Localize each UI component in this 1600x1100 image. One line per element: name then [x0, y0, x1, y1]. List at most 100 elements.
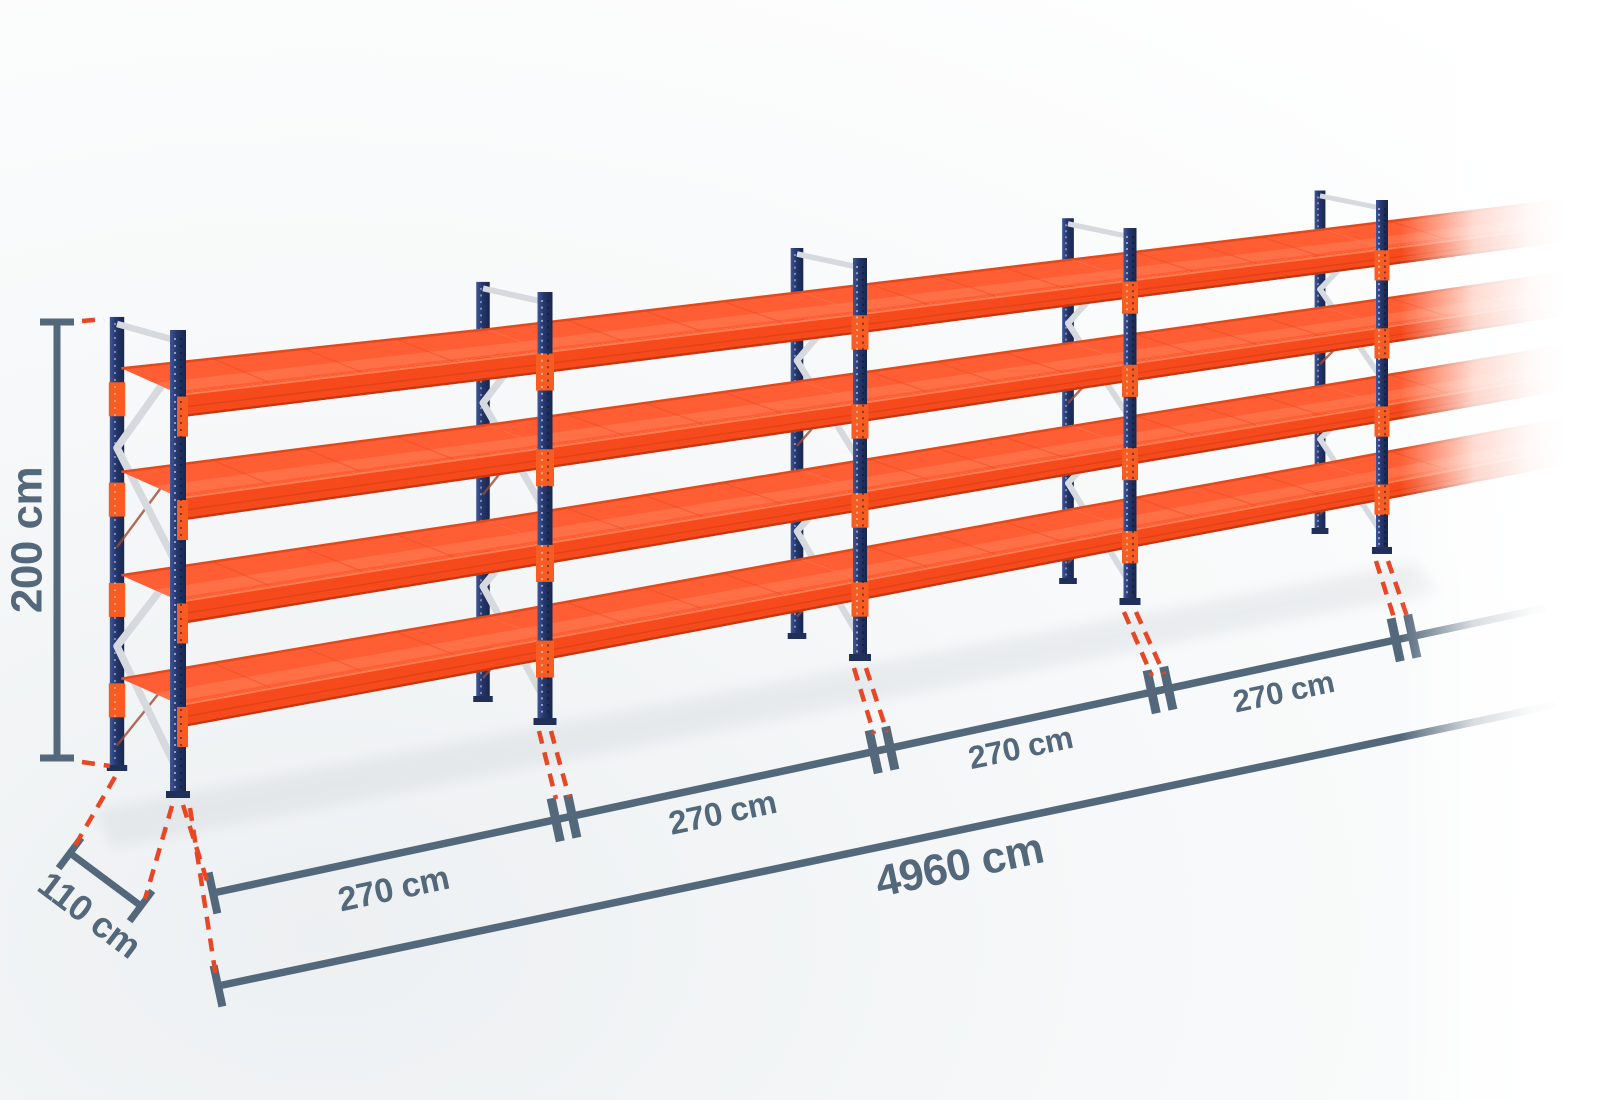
front-foot-plate: [849, 654, 871, 661]
front-upright: [853, 258, 867, 658]
shelf-back-edge: [1072, 306, 1325, 344]
beam-bottom-edge: [544, 420, 861, 469]
shelf-panel-seam: [868, 283, 928, 305]
beam-top-edge: [177, 351, 546, 397]
front-foot-plate: [1372, 547, 1392, 554]
shelf-panel-seam: [644, 310, 703, 333]
beam-top-edge: [177, 446, 546, 500]
shelf-panel-seam: [395, 631, 454, 655]
shelf-panel-seam: [644, 587, 703, 610]
beam-top-edge: [1129, 404, 1383, 449]
beam-bottom-edge: [177, 657, 546, 728]
beam-connector: [1122, 447, 1138, 481]
beam-bottom-edge: [1129, 341, 1383, 382]
beam-bottom-edge: [177, 562, 546, 625]
back-upright: [1314, 190, 1326, 531]
shelf-sheen: [520, 304, 856, 349]
back-beam-connector: [108, 382, 126, 417]
shelf-beam: [1130, 247, 1382, 299]
shelf-panel-seam: [936, 275, 996, 297]
back-foot-plate: [473, 696, 493, 702]
rack-bay: [121, 328, 546, 729]
floor-shadow: [95, 562, 1440, 848]
rack-frame-front: [1119, 228, 1141, 605]
shelf-beam: [860, 362, 1130, 423]
shelf-beam: [545, 579, 860, 661]
shelf-panel-seam: [395, 436, 454, 460]
height-dimension-label: 200 cm: [3, 467, 52, 613]
rack-bay: [1072, 228, 1383, 549]
beam-bottom-edge: [859, 379, 1131, 423]
shelf-sheen: [154, 628, 541, 702]
shelf-sheen: [154, 437, 541, 495]
shelf-back-edge: [801, 258, 1073, 294]
shelf-panel-seam: [936, 447, 996, 469]
shelf-beam: [1130, 404, 1382, 465]
extension-dashed-line: [71, 775, 117, 851]
beam-top-edge: [859, 362, 1131, 405]
depth-dimension-line: [67, 850, 144, 909]
back-foot-plate: [1059, 578, 1077, 584]
bay-boundary-tick: [563, 793, 582, 839]
shelf-panel-seam: [565, 507, 624, 530]
total-length-line: [217, 701, 1556, 990]
shelf-beam: [860, 279, 1130, 334]
beam-bottom-edge: [544, 598, 861, 660]
beam-groove: [544, 502, 861, 556]
shelf-panel-seam: [1198, 405, 1257, 426]
shelf-back-edge: [801, 341, 1073, 383]
beam-bottom-edge: [544, 331, 861, 373]
beam-top-edge: [177, 638, 546, 707]
shelf-panel-seam: [212, 662, 271, 688]
rack-bay: [801, 258, 1131, 601]
shelf-panel-seam: [1261, 236, 1320, 257]
shelf-panel-seam: [1261, 394, 1320, 416]
shelf-sheen: [835, 354, 1126, 400]
shelf-surface: [1072, 463, 1382, 529]
shelf-panel-seam: [1135, 333, 1194, 354]
frame-top-tie: [1067, 221, 1131, 240]
beam-connector: [177, 603, 188, 644]
depth-dimension-cap-right: [126, 888, 156, 924]
extension-dashed-line: [851, 667, 877, 735]
beam-groove: [177, 554, 546, 616]
extension-dashed-line: [81, 316, 105, 324]
extension-dashed-line: [1121, 611, 1155, 677]
shelf-beam: [1130, 482, 1382, 549]
shelf-beam: [1130, 326, 1382, 382]
back-foot-plate: [787, 633, 807, 639]
beam-bottom-edge: [1129, 263, 1383, 299]
shelf-panel-seam: [565, 413, 624, 436]
beam-connector: [851, 315, 869, 350]
back-foot-plate: [1311, 528, 1329, 534]
shelf-beam: [860, 445, 1130, 512]
beam-top-edge: [544, 313, 861, 354]
shelf-panel-seam: [304, 447, 362, 473]
shelf-sheen: [1105, 240, 1378, 278]
frame-top-tie: [796, 251, 861, 271]
beam-bottom-edge: [177, 466, 546, 522]
shelf-panel-seam: [1004, 267, 1063, 289]
shelf-back-edge: [1072, 384, 1325, 428]
beam-connector: [177, 396, 188, 437]
shelf-panel-seam: [395, 533, 454, 558]
frame-top-tie: [116, 320, 179, 345]
beam-connector: [177, 706, 188, 747]
rack-frame-front: [166, 330, 190, 798]
beam-connector: [536, 449, 554, 487]
extension-dashed-line: [536, 730, 559, 800]
front-foot-plate: [1119, 598, 1141, 605]
shelf-panel-seam: [1261, 315, 1320, 336]
beam-groove: [859, 456, 1131, 504]
shelf-beam: [178, 446, 545, 522]
extension-dashed-line: [180, 804, 211, 885]
beam-groove: [1129, 258, 1383, 292]
shelf-back-edge: [801, 424, 1073, 472]
beam-connector: [851, 582, 869, 617]
beam-bottom-edge: [859, 296, 1131, 334]
beam-bottom-edge: [177, 370, 546, 418]
beam-connector: [1374, 406, 1390, 437]
bay-boundary-tick: [881, 725, 900, 771]
back-beam-connector: [108, 683, 126, 718]
